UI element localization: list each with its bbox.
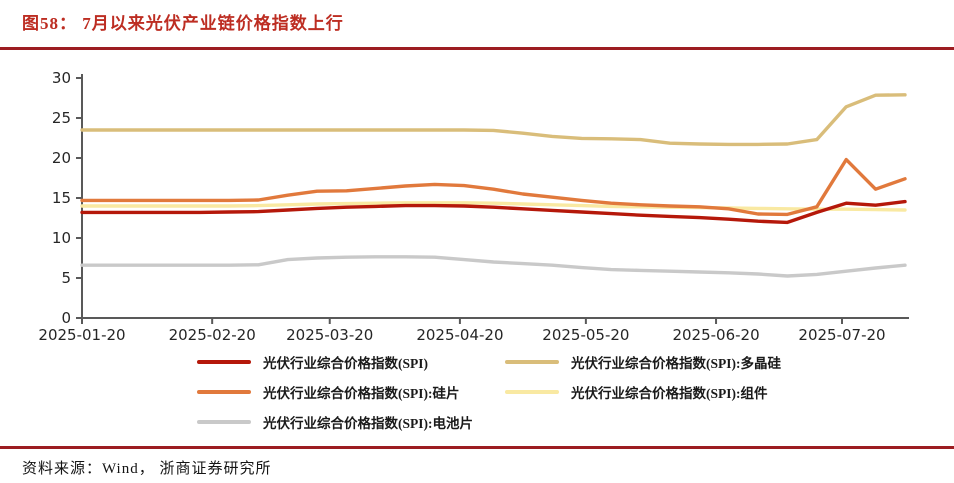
series-line-3 xyxy=(80,201,907,212)
x-tick-label: 2025-05-20 xyxy=(542,326,629,344)
x-tick-label: 2025-06-20 xyxy=(672,326,759,344)
x-tick-label: 2025-07-20 xyxy=(798,326,885,344)
y-tick-label: 30 xyxy=(52,69,71,87)
y-tick-label: 10 xyxy=(52,229,71,247)
series-line-1 xyxy=(80,93,907,147)
legend-item: 光伏行业综合价格指数(SPI) xyxy=(197,352,505,372)
legend-label: 光伏行业综合价格指数(SPI):硅片 xyxy=(263,386,460,401)
y-tick-label: 15 xyxy=(52,189,71,207)
chart-legend: 光伏行业综合价格指数(SPI) 光伏行业综合价格指数(SPI):多晶硅 光伏行业综合… xyxy=(197,352,781,432)
legend-swatch xyxy=(197,420,251,424)
legend-label: 光伏行业综合价格指数(SPI):多晶硅 xyxy=(571,356,781,371)
series-line-4 xyxy=(80,255,907,278)
legend-swatch xyxy=(505,390,559,394)
legend-label: 光伏行业综合价格指数(SPI) xyxy=(263,356,428,371)
axes-lines xyxy=(81,74,909,319)
legend-label: 光伏行业综合价格指数(SPI):组件 xyxy=(571,386,768,401)
legend-label: 光伏行业综合价格指数(SPI):电池片 xyxy=(263,416,473,431)
legend-swatch xyxy=(505,360,559,364)
series-line-2 xyxy=(80,157,907,217)
source-note: 资料来源：Wind， 浙商证券研究所 xyxy=(22,461,272,477)
legend-swatch xyxy=(197,390,251,394)
legend-item: 光伏行业综合价格指数(SPI):多晶硅 xyxy=(505,352,781,372)
legend-swatch xyxy=(197,360,251,364)
x-tick-label: 2025-04-20 xyxy=(416,326,503,344)
y-tick-label: 5 xyxy=(61,269,71,287)
x-tick-label: 2025-01-20 xyxy=(38,326,125,344)
footer-divider-rule xyxy=(0,446,954,449)
series-line-0 xyxy=(80,199,907,225)
title-divider-rule xyxy=(0,47,954,50)
legend-item: 光伏行业综合价格指数(SPI):硅片 xyxy=(197,382,505,402)
legend-item: 光伏行业综合价格指数(SPI):电池片 xyxy=(197,412,505,432)
y-tick-label: 20 xyxy=(52,149,71,167)
y-tick-label: 0 xyxy=(61,309,71,327)
x-tick-label: 2025-02-20 xyxy=(169,326,256,344)
figure-title: 图58： 7月以来光伏产业链价格指数上行 xyxy=(22,14,344,33)
legend-item: 光伏行业综合价格指数(SPI):组件 xyxy=(505,382,781,402)
x-tick-label: 2025-03-20 xyxy=(286,326,373,344)
y-tick-label: 25 xyxy=(52,109,71,127)
